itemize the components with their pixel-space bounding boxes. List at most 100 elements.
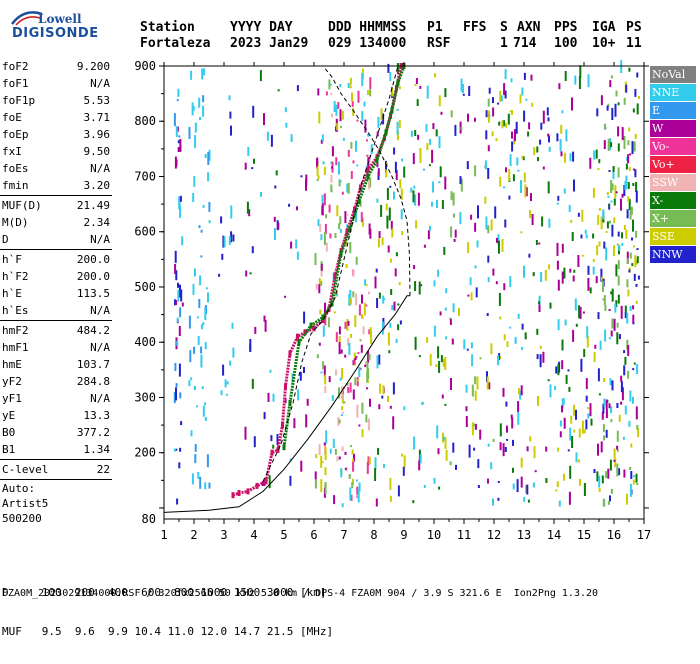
- noise-mark: [523, 72, 526, 80]
- noise-mark: [589, 403, 592, 417]
- noise-mark: [605, 429, 608, 438]
- param-name: foEs: [2, 162, 29, 175]
- noise-mark: [356, 404, 359, 418]
- param-row: foEp 3.96: [0, 126, 112, 143]
- y-tick-label: 400: [134, 335, 156, 349]
- noise-mark: [340, 125, 342, 128]
- noise-mark: [636, 483, 639, 486]
- noise-mark: [556, 242, 559, 256]
- noise-mark: [354, 358, 357, 360]
- param-row: hmF1 N/A: [0, 339, 112, 356]
- noise-mark: [413, 265, 416, 269]
- noise-mark: [629, 153, 632, 156]
- param-row: M(D) 2.34: [0, 214, 112, 231]
- x-tick-label: 17: [637, 528, 651, 542]
- noise-mark: [367, 178, 370, 190]
- noise-mark: [414, 281, 417, 292]
- noise-mark: [434, 73, 437, 78]
- noise-mark: [413, 436, 416, 450]
- param-name: foE: [2, 111, 22, 124]
- noise-mark: [585, 378, 588, 390]
- noise-mark: [380, 204, 383, 217]
- noise-mark: [305, 178, 307, 191]
- noise-mark: [412, 190, 415, 203]
- noise-mark: [340, 414, 343, 417]
- header-label: FFS: [463, 20, 487, 35]
- param-value: 200.0: [76, 253, 110, 266]
- noise-mark: [267, 392, 270, 402]
- noise-mark: [193, 175, 196, 187]
- noise-mark: [593, 352, 596, 363]
- noise-mark: [613, 217, 616, 224]
- noise-mark: [603, 378, 606, 382]
- noise-mark: [176, 99, 179, 102]
- noise-mark: [633, 273, 636, 281]
- noise-mark: [487, 443, 490, 447]
- noise-mark: [603, 398, 606, 407]
- param-row: B0 377.2: [0, 424, 112, 441]
- noise-mark: [339, 377, 342, 381]
- noise-mark: [585, 419, 588, 430]
- noise-mark: [544, 269, 547, 281]
- noise-mark: [452, 192, 455, 206]
- noise-mark: [558, 500, 561, 507]
- noise-mark: [414, 194, 417, 206]
- noise-mark: [523, 496, 526, 502]
- noise-mark: [620, 375, 623, 382]
- noise-mark: [344, 211, 347, 224]
- noise-mark: [344, 451, 347, 455]
- param-value: 2.34: [83, 216, 111, 229]
- noise-mark: [608, 500, 610, 505]
- noise-mark: [511, 110, 513, 115]
- autoscale-text: Auto:: [2, 482, 36, 495]
- noise-mark: [632, 314, 635, 323]
- noise-mark: [375, 268, 378, 273]
- noise-mark: [415, 78, 418, 84]
- noise-mark: [560, 124, 563, 134]
- noise-mark: [617, 449, 619, 452]
- noise-mark: [610, 419, 613, 423]
- noise-mark: [563, 267, 566, 279]
- noise-mark: [429, 138, 432, 145]
- noise-mark: [317, 175, 320, 180]
- noise-mark: [586, 326, 589, 339]
- noise-mark: [565, 374, 568, 384]
- noise-mark: [611, 318, 614, 329]
- noise-mark: [536, 146, 539, 153]
- noise-mark: [355, 256, 358, 265]
- noise-mark: [471, 384, 474, 397]
- param-row: foF1p 5.53: [0, 92, 112, 109]
- noise-mark: [293, 418, 296, 429]
- noise-mark: [521, 87, 524, 96]
- noise-mark: [501, 238, 504, 252]
- noise-mark: [201, 386, 204, 390]
- noise-mark: [617, 231, 620, 237]
- param-divider: [0, 249, 112, 250]
- noise-mark: [633, 245, 635, 248]
- noise-mark: [512, 483, 515, 490]
- noise-mark: [398, 119, 401, 128]
- noise-mark: [632, 108, 635, 113]
- noise-mark: [438, 136, 441, 149]
- noise-mark: [499, 423, 502, 437]
- noise-mark: [350, 445, 352, 448]
- noise-mark: [531, 214, 534, 225]
- noise-mark: [632, 368, 635, 371]
- noise-mark: [499, 316, 502, 320]
- noise-mark: [597, 214, 600, 225]
- legend-entry: E: [650, 102, 696, 119]
- trace-point: [255, 482, 259, 489]
- noise-mark: [432, 181, 434, 193]
- noise-mark: [570, 219, 573, 223]
- noise-mark: [382, 385, 385, 395]
- noise-mark: [592, 259, 595, 262]
- noise-mark: [352, 389, 355, 400]
- noise-mark: [249, 272, 252, 275]
- noise-mark: [331, 395, 334, 401]
- noise-mark: [390, 221, 393, 230]
- noise-mark: [259, 70, 262, 82]
- noise-mark: [471, 354, 474, 367]
- noise-mark: [208, 220, 211, 224]
- noise-mark: [220, 216, 223, 224]
- noise-mark: [487, 145, 490, 152]
